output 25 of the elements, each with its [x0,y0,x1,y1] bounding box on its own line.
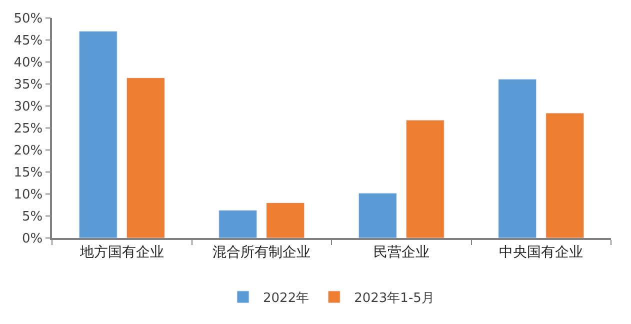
bar [218,210,258,238]
bar [78,30,118,238]
y-tick-label: 0% [22,232,43,247]
y-tick-label: 20% [14,144,43,159]
y-tick-label: 30% [14,100,43,115]
bar [358,192,397,238]
y-tick-label: 40% [14,56,43,71]
bar [406,120,444,238]
bar [126,78,165,238]
y-tick-label: 35% [14,78,43,93]
bar [498,78,537,238]
x-tick-label: 民营企业 [373,244,430,261]
bar [266,202,305,238]
legend-label: 2023年1-5月 [354,291,434,306]
y-tick-label: 25% [14,122,43,137]
y-tick-label: 5% [22,210,43,225]
x-tick-label: 混合所有制企业 [212,244,311,261]
x-tick-label: 中央国有企业 [499,244,584,261]
y-tick-label: 15% [14,166,43,181]
y-tick-label: 50% [14,12,43,27]
bar [546,112,584,238]
y-tick-label: 10% [14,188,43,203]
legend-label: 2022年 [263,291,310,306]
x-tick-label: 地方国有企业 [78,244,164,261]
y-tick-label: 45% [14,34,43,49]
